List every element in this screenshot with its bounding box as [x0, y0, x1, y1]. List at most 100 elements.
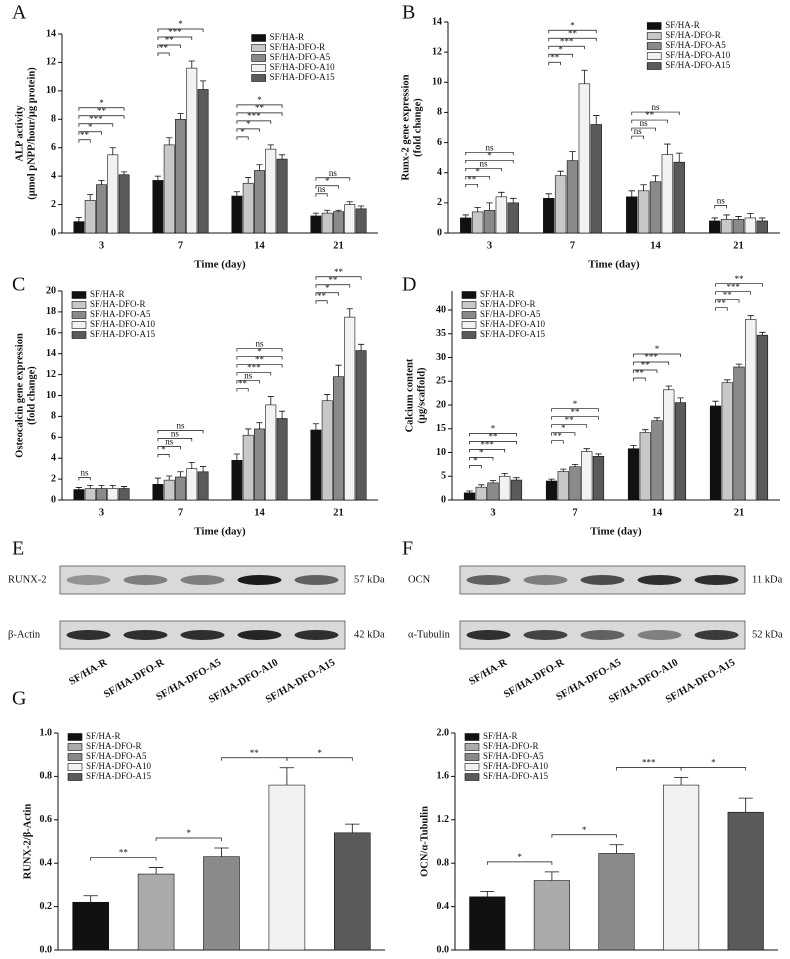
x-tick-label: 14: [652, 507, 663, 518]
significance-label: ***: [644, 352, 658, 362]
error-bar: [312, 423, 319, 430]
significance-bracket: [715, 299, 740, 303]
bar: [733, 366, 745, 501]
error-bar: [245, 177, 252, 184]
bar: [709, 220, 721, 234]
legend-swatch: [646, 32, 662, 40]
legend-swatch: [71, 301, 87, 309]
significance-bracket: [715, 307, 728, 311]
blot-band: [123, 630, 168, 640]
panel-label: D: [402, 274, 416, 296]
error-bar: [109, 147, 116, 155]
significance-bracket: [236, 128, 260, 132]
legend-label: SF/HA-DFO-R: [86, 741, 142, 751]
y-tick-label: 12: [46, 369, 56, 380]
significance-bracket: [633, 369, 658, 373]
error-bar: [609, 844, 624, 854]
significance-label: *: [246, 119, 251, 129]
significance-bracket: [236, 380, 260, 384]
y-tick-label: 0.4: [40, 857, 53, 868]
bar: [460, 217, 472, 234]
error-bar: [723, 214, 730, 220]
significance-bracket: [155, 837, 222, 842]
bar: [310, 429, 322, 501]
y-tick-label: 14: [46, 28, 56, 39]
legend-swatch: [67, 753, 83, 761]
y-tick-label: 0.4: [437, 901, 450, 912]
y-tick-label: 20: [436, 399, 446, 410]
bar: [732, 219, 745, 234]
error-bar: [560, 468, 567, 472]
significance-label: ns: [640, 118, 649, 128]
bar: [557, 471, 569, 501]
y-tick-label: 1.0: [40, 727, 53, 738]
y-tick-label: 0: [441, 494, 446, 505]
significance-label: **: [553, 431, 563, 441]
legend-swatch: [464, 733, 480, 741]
significance-bracket: [616, 767, 682, 771]
significance-bracket: [157, 44, 181, 49]
y-tick-label: 1.6: [437, 771, 450, 782]
bar: [651, 420, 663, 501]
legend-swatch: [646, 42, 662, 50]
significance-bracket: [315, 284, 351, 288]
significance-label: ***: [726, 282, 740, 292]
significance-bracket: [157, 446, 181, 450]
error-bar: [177, 471, 184, 478]
legend-label: SF/HA-R: [86, 731, 121, 741]
significance-bracket: [631, 111, 680, 116]
error-bar: [267, 396, 274, 405]
error-bar: [712, 400, 719, 406]
significance-bracket: [157, 52, 170, 57]
significance-bracket: [236, 120, 272, 124]
legend-swatch: [67, 733, 83, 741]
y-tick-label: 6: [437, 137, 442, 148]
legend-swatch: [251, 74, 266, 82]
bar: [598, 853, 635, 951]
error-bar: [188, 60, 195, 69]
bar: [578, 83, 591, 234]
bar: [355, 208, 367, 234]
error-bar: [166, 137, 173, 145]
significance-bracket: [714, 205, 727, 209]
significance-label: *: [479, 447, 484, 457]
significance-label: *: [582, 825, 587, 835]
significance-bracket: [157, 28, 204, 33]
legend-swatch: [646, 62, 662, 70]
legend-label: SF/HA-R: [483, 731, 518, 741]
legend-swatch: [646, 52, 662, 60]
significance-bracket: [631, 127, 656, 132]
error-bar: [630, 444, 637, 449]
blot-band: [237, 575, 282, 585]
error-bar: [474, 206, 481, 212]
panel-label: C: [12, 274, 25, 296]
significance-label: *: [88, 122, 93, 132]
legend-label: SF/HA-DFO-A15: [86, 771, 152, 781]
error-bar: [628, 190, 635, 197]
legend-swatch: [67, 743, 83, 751]
bar: [334, 832, 371, 951]
legend-label: SF/HA-DFO-A5: [483, 751, 544, 761]
significance-label: **: [571, 407, 581, 417]
blot-band: [294, 630, 339, 640]
x-tick-label: 14: [254, 240, 265, 251]
significance-label: **: [645, 110, 655, 120]
error-bar: [75, 216, 82, 222]
error-bar: [652, 175, 659, 182]
error-bar: [358, 205, 365, 209]
significance-label: *: [187, 828, 192, 838]
legend-swatch: [251, 34, 266, 42]
significance-label: **: [717, 298, 727, 308]
significance-bracket: [315, 185, 339, 189]
error-bar: [759, 217, 766, 221]
legend-label: SF/HA-DFO-R: [90, 299, 146, 309]
legend-label: SF/HA-DFO-A15: [480, 329, 546, 339]
y-tick-label: 30: [436, 352, 446, 363]
x-tick-label: 7: [178, 507, 183, 518]
bar: [107, 154, 119, 234]
error-bar: [595, 453, 602, 457]
bar: [276, 158, 288, 234]
legend-label: SF/HA-DFO-A10: [90, 319, 156, 329]
legend-swatch: [464, 773, 480, 781]
y-tick-label: 6: [51, 432, 56, 443]
